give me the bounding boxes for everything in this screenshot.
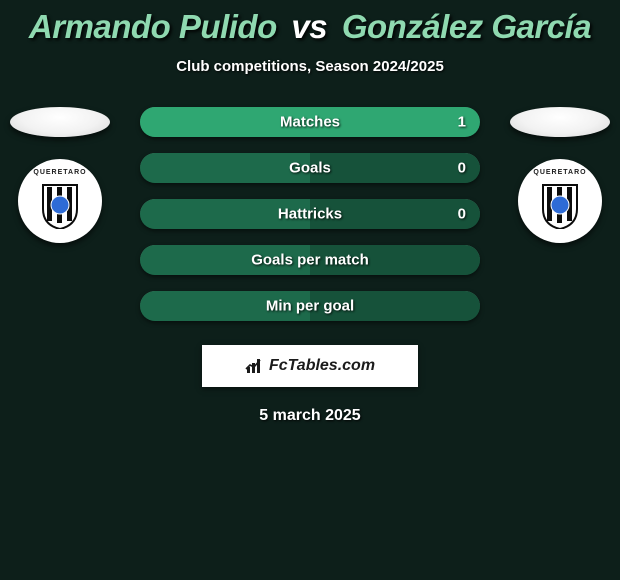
stat-bar: Matches 1 [140, 107, 480, 137]
title-vs: vs [291, 8, 327, 45]
player-left-photo [10, 107, 110, 137]
stat-bar-value-right: 1 [458, 114, 466, 131]
stat-bar: Min per goal [140, 291, 480, 321]
stat-bar-label: Min per goal [266, 298, 354, 315]
stat-bar-left-fill [140, 153, 310, 183]
player-right-photo [510, 107, 610, 137]
stat-bar-label: Matches [280, 114, 340, 131]
stat-bar-value-right: 0 [458, 160, 466, 177]
stat-bar-label: Goals per match [251, 252, 369, 269]
player-right: QUERETARO [510, 107, 610, 243]
stat-bars: Matches 1 Goals 0 Hattricks 0 Goals per match M… [140, 107, 480, 321]
subtitle: Club competitions, Season 2024/2025 [0, 58, 620, 75]
title-player1: Armando Pulido [29, 8, 277, 45]
content: QUERETARO QUERETARO Match [0, 107, 620, 321]
badge-text-right: QUERETARO [518, 169, 602, 176]
player-left-club-badge: QUERETARO [18, 159, 102, 243]
stat-bar: Hattricks 0 [140, 199, 480, 229]
badge-text-left: QUERETARO [18, 169, 102, 176]
shield-icon [539, 183, 581, 229]
watermark: FcTables.com [202, 345, 418, 387]
date-label: 5 march 2025 [0, 407, 620, 425]
header: Armando Pulido vs González García Club c… [0, 0, 620, 75]
title-player2: González García [342, 8, 591, 45]
stat-bar-value-right: 0 [458, 206, 466, 223]
stat-bar: Goals per match [140, 245, 480, 275]
shield-icon [39, 183, 81, 229]
page-title: Armando Pulido vs González García [0, 8, 620, 46]
player-right-club-badge: QUERETARO [518, 159, 602, 243]
stat-bar: Goals 0 [140, 153, 480, 183]
stat-bar-label: Goals [289, 160, 331, 177]
watermark-text: FcTables.com [269, 357, 375, 375]
stat-bar-right-fill [310, 153, 480, 183]
stat-bar-label: Hattricks [278, 206, 342, 223]
player-left: QUERETARO [10, 107, 110, 243]
chart-icon [245, 357, 263, 375]
